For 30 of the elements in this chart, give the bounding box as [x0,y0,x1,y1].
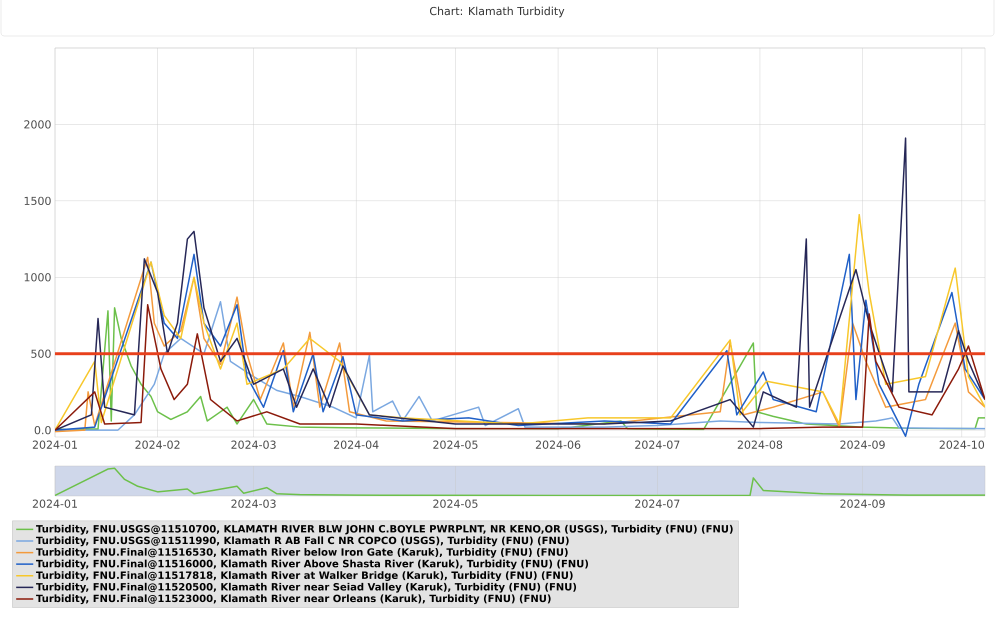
x-tick-label: 2024-09 [840,440,885,449]
x-tick-label: 2024-05 [433,500,478,508]
x-tick-label: 2024-03 [231,500,276,508]
line-series [55,137,986,431]
legend-label: Turbidity, FNU.Final@11520500, Klamath River near Seiad Valley (Karuk), Turbidity (FNU) (FNU) [36,582,576,593]
legend-label: Turbidity, FNU.USGS@11511990, Klamath R AB Fall C NR COPCO (USGS), Turbidity (FNU) (FNU) [36,536,569,546]
x-tick-label: 2024-09 [840,500,885,508]
y-tick-label: 1500 [24,196,51,206]
legend-label: Turbidity, FNU.Final@11517818, Klamath River at Walker Bridge (Karuk), Turbidity (FNU) (FNU) [36,571,573,581]
y-tick-label: 1000 [24,273,51,282]
x-tick-label: 2024-10 [940,440,984,449]
chart-title: Chart: Klamath Turbidity [430,6,564,18]
x-tick-label: 2024-07 [635,500,680,508]
legend-label: Turbidity, FNU.Final@11523000, Klamath River near Orleans (Karuk), Turbidity (FNU) (FNU) [36,594,551,604]
x-tick-label: 2024-04 [334,440,379,449]
legend-label: Turbidity, FNU.USGS@11510700, KLAMATH RIVER BLW JOHN C.BOYLE PWRPLNT, NR KENO,OR (USGS), Turbidity (FNU) (FNU) [36,524,733,535]
y-tick-label: 0.0 [34,426,51,434]
legend-label: Turbidity, FNU.Final@11516000, Klamath River Above Shasta River (Karuk), Turbidity (FNU) (FNU) [36,560,588,570]
x-tick-label: 2024-07 [635,440,680,449]
legend-label: Turbidity, FNU.Final@11516530, Klamath River below Iron Gate (Karuk), Turbidity (FNU) (FNU) [36,548,568,558]
x-tick-label: 2024-01 [32,440,77,449]
line-series [55,214,986,431]
x-tick-label: 2024-01 [32,500,77,508]
x-tick-label: 2024-05 [433,440,478,449]
x-tick-label: 2024-03 [231,440,276,449]
y-tick-label: 2000 [24,120,51,129]
y-tick-label: 500 [31,350,51,358]
x-tick-label: 2024-08 [738,440,782,449]
x-tick-label: 2024-02 [135,440,180,449]
x-tick-label: 2024-06 [536,440,580,449]
